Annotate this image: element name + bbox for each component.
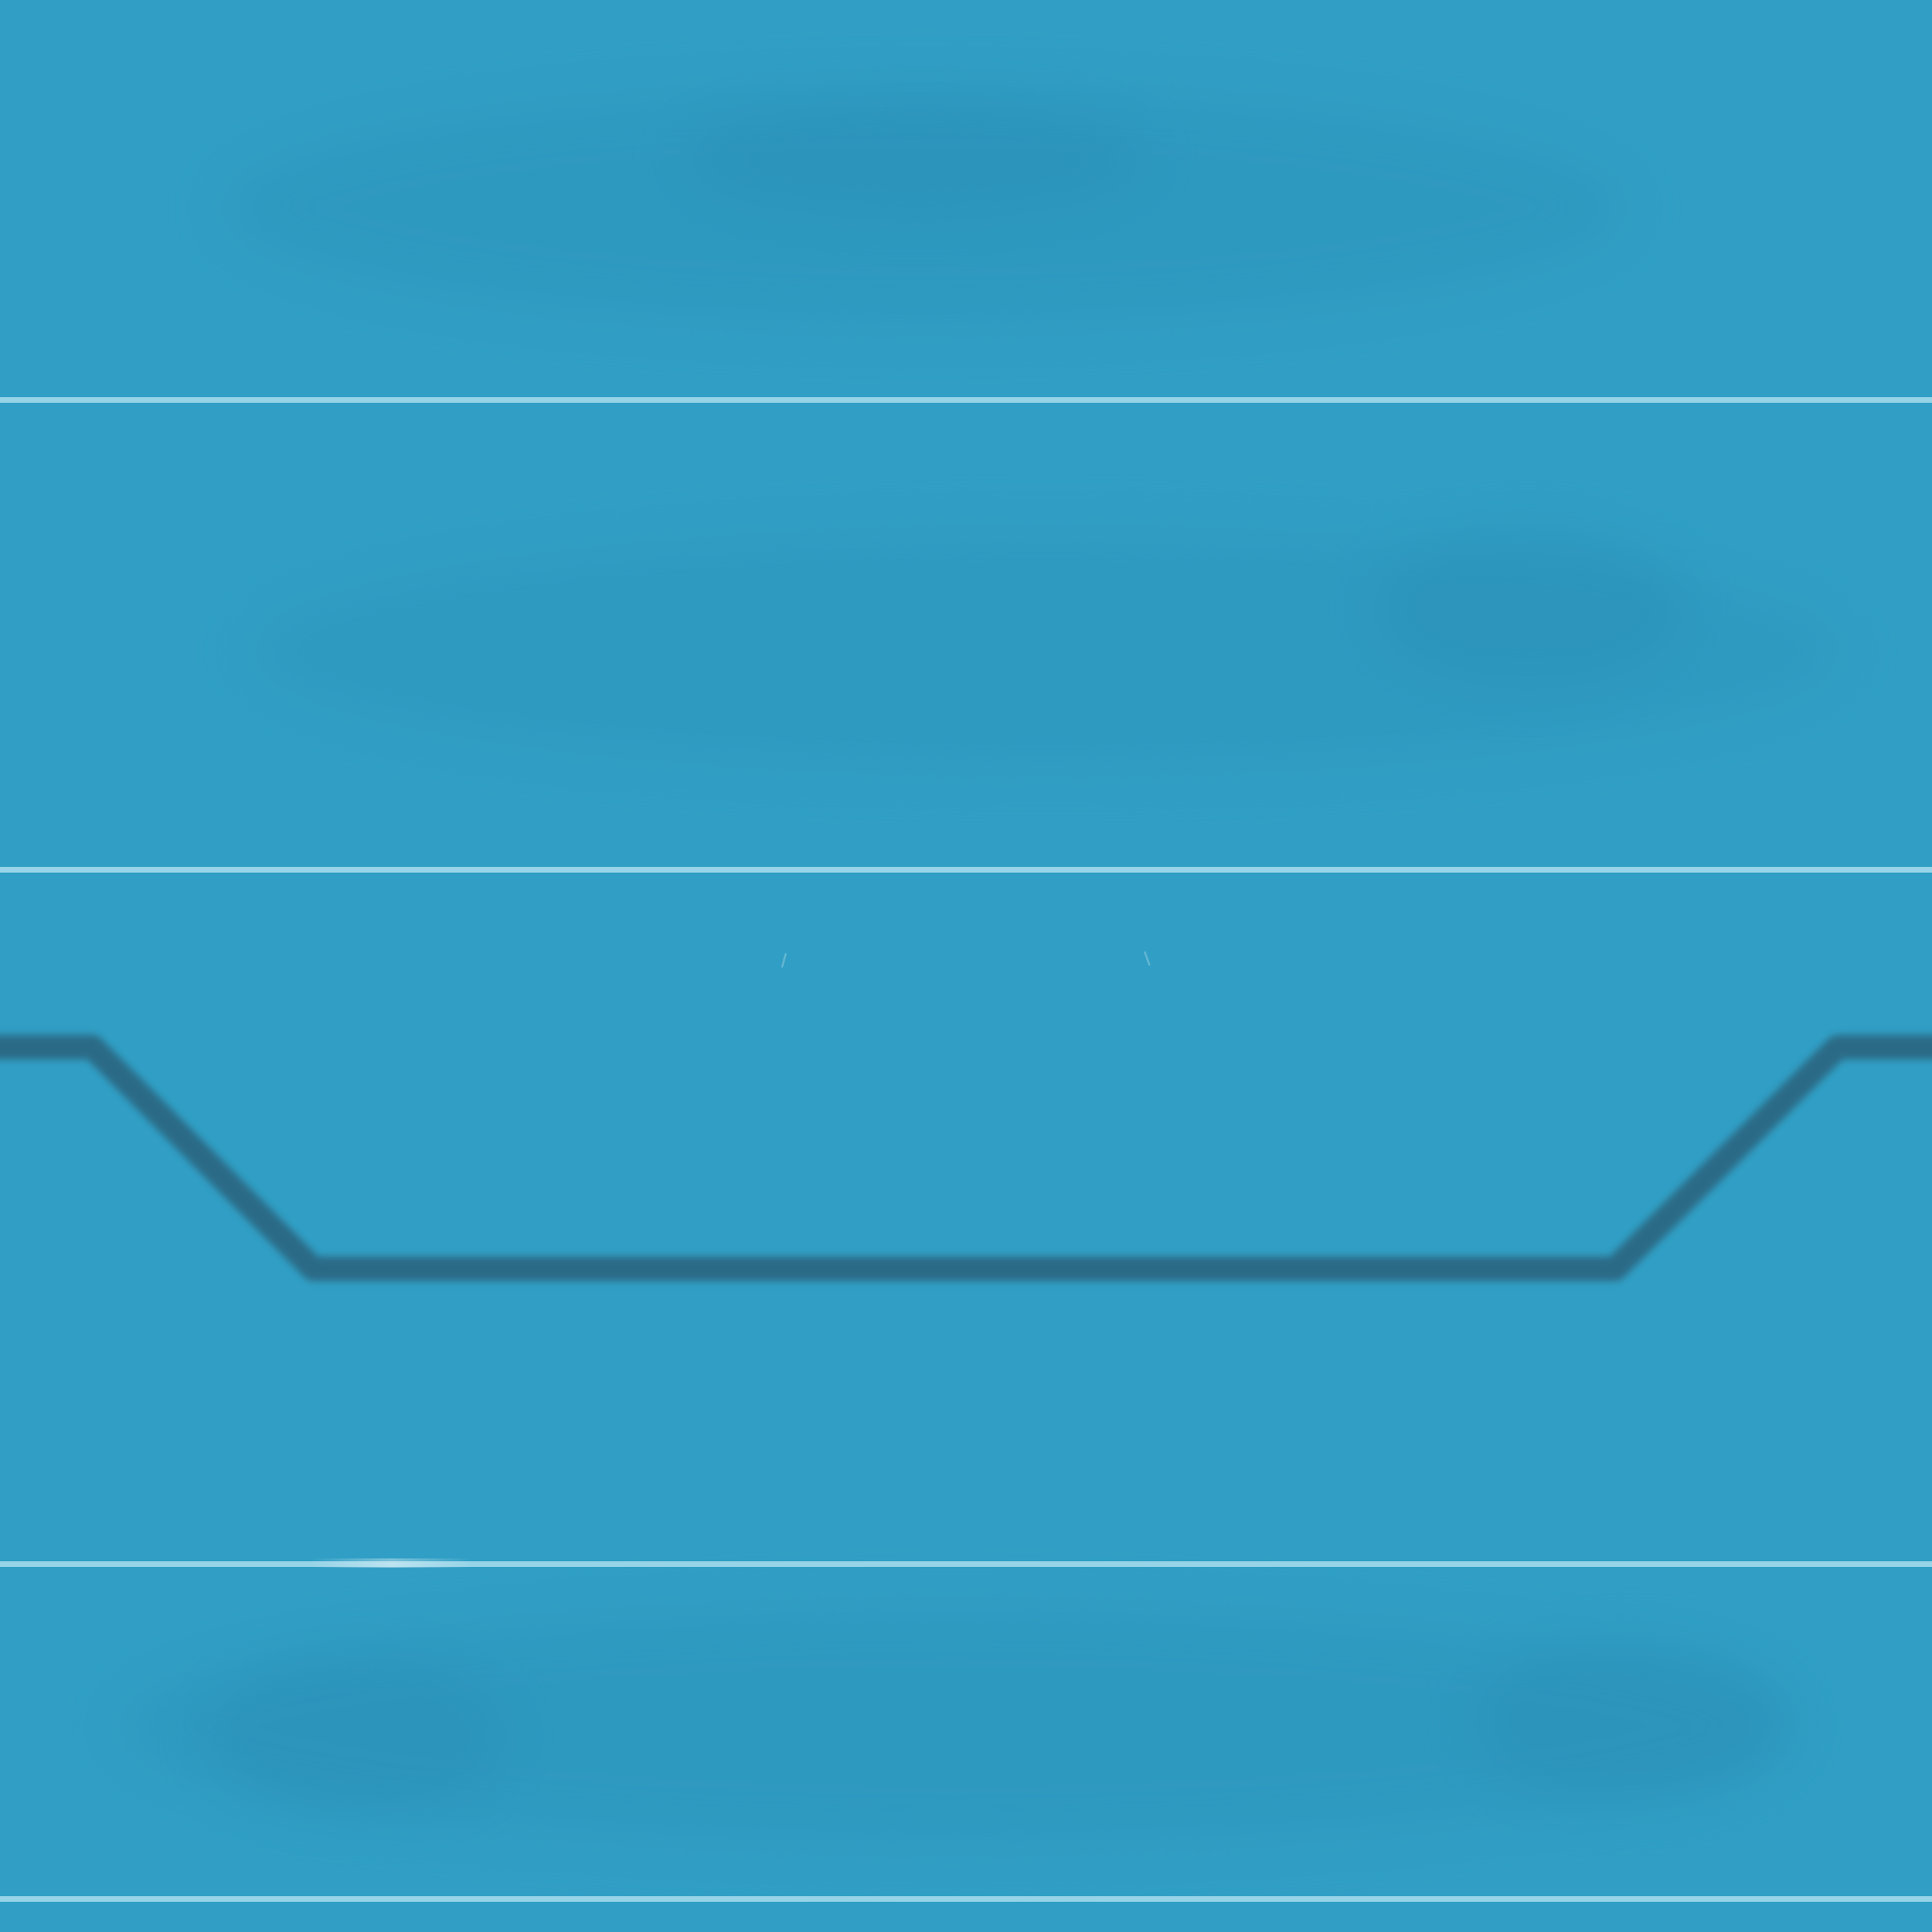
water-smudge [217,85,1632,330]
water-smudge [679,104,1151,217]
lane-line [0,397,1932,403]
water-smudge [113,1604,1792,1849]
water-smudge [245,528,1849,774]
water-smudge [1368,528,1689,689]
lane-line [0,1561,1932,1567]
lane-line [0,1896,1932,1902]
lane-line [0,867,1932,873]
water-smudge [1472,1641,1792,1802]
water-smudge [208,1660,509,1811]
